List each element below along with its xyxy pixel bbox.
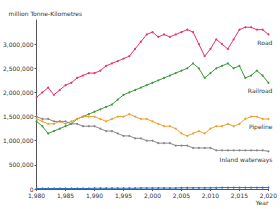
svg-text:2,010: 2,010 (202, 192, 219, 199)
svg-text:2,005: 2,005 (173, 192, 190, 199)
svg-text:1,000,000: 1,000,000 (3, 137, 34, 144)
svg-text:2,015: 2,015 (231, 192, 248, 199)
svg-text:1,985: 1,985 (57, 192, 74, 199)
svg-text:million Tonne-Kilometres: million Tonne-Kilometres (9, 10, 83, 17)
svg-text:Railroad: Railroad (248, 87, 273, 94)
svg-text:Pipeline: Pipeline (249, 123, 273, 131)
svg-text:Year: Year (255, 199, 269, 206)
svg-text:500,000: 500,000 (9, 161, 34, 168)
svg-text:2,000,000: 2,000,000 (3, 89, 34, 96)
svg-text:2,020: 2,020 (260, 192, 277, 199)
svg-text:1,990: 1,990 (86, 192, 103, 199)
svg-text:1,980: 1,980 (28, 192, 45, 199)
svg-text:3,000,000: 3,000,000 (3, 41, 34, 48)
svg-text:1,995: 1,995 (115, 192, 132, 199)
svg-text:1,500,000: 1,500,000 (3, 113, 34, 120)
svg-text:Inland waterways: Inland waterways (220, 156, 273, 164)
svg-text:2,500,000: 2,500,000 (3, 65, 34, 72)
svg-text:Road: Road (257, 39, 272, 46)
svg-text:0: 0 (29, 185, 34, 193)
svg-text:2,000: 2,000 (144, 192, 161, 199)
